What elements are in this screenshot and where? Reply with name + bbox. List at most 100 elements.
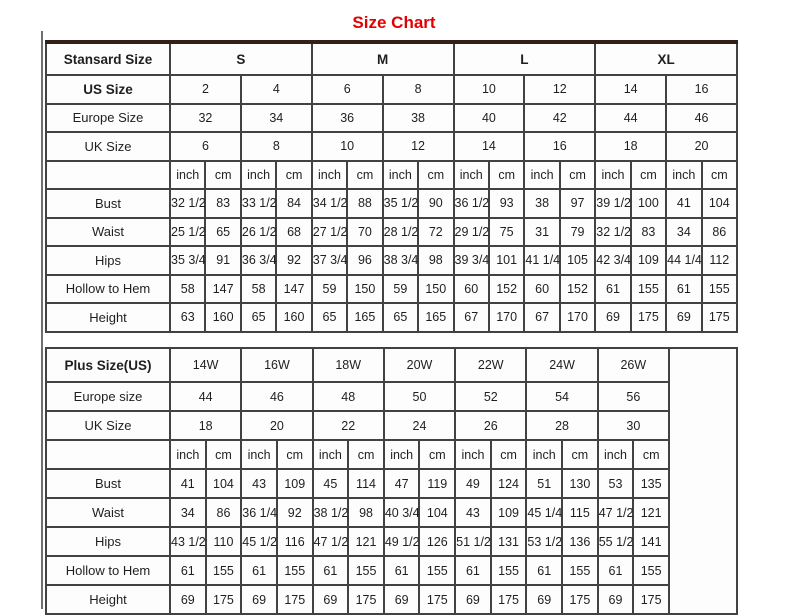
cell: 152 — [487, 273, 526, 304]
cell: inch — [381, 159, 420, 190]
cell: 67 — [523, 302, 561, 333]
cell: 41 — [169, 468, 207, 499]
cell: 90 — [417, 188, 455, 219]
cell: inch — [596, 439, 635, 470]
row-label: Hollow to Hem — [45, 273, 171, 304]
cell: cm — [204, 439, 243, 470]
cell: 130 — [561, 468, 599, 499]
cell: 112 — [700, 245, 739, 276]
cell: 32 1/2 — [168, 188, 207, 219]
cell: 39 3/4 — [452, 245, 490, 276]
cell: 121 — [632, 497, 670, 528]
cell: 155 — [347, 555, 385, 586]
cell: 59 — [381, 273, 420, 304]
row-label: Height — [45, 584, 171, 615]
cell: 44 — [594, 102, 668, 133]
cell: 42 3/4 — [594, 245, 632, 276]
row-label: Hollow to Hem — [45, 555, 171, 586]
cell: 155 — [561, 555, 599, 586]
cell: 155 — [700, 273, 739, 304]
cell: cm — [417, 159, 455, 190]
cell: inch — [525, 439, 564, 470]
cell: 155 — [275, 555, 314, 586]
cell: 35 3/4 — [168, 245, 207, 276]
cell: 40 3/4 — [382, 497, 421, 528]
cell: 18W — [311, 347, 385, 383]
cell: 28 — [525, 410, 599, 441]
cell: 45 — [311, 468, 350, 499]
cell: inch — [311, 439, 350, 470]
cell: 44 1/4 — [665, 245, 703, 276]
page-title: Size Chart — [352, 13, 436, 32]
cell: 61 — [525, 555, 564, 586]
cell: 170 — [487, 302, 526, 333]
cell: 155 — [489, 555, 528, 586]
cell: inch — [239, 159, 278, 190]
cell: 152 — [558, 273, 597, 304]
cell: 35 1/2 — [381, 188, 420, 219]
cell: 109 — [629, 245, 668, 276]
table-row: US Size 2 4 6 8 10 12 14 16 — [45, 74, 738, 105]
cell: 61 — [382, 555, 421, 586]
cell: 51 1/2 — [454, 526, 492, 557]
cell: 36 1/4 — [240, 497, 278, 528]
cell: 51 — [525, 468, 564, 499]
cell: 8 — [239, 131, 313, 162]
cell: 20 — [240, 410, 314, 441]
cell: 155 — [632, 555, 670, 586]
cell: 141 — [632, 526, 670, 557]
cell: 86 — [700, 216, 739, 247]
cell: 6 — [169, 131, 242, 162]
cell: 63 — [168, 302, 207, 333]
cell: 165 — [346, 302, 384, 333]
cell: 41 — [665, 188, 703, 219]
cell: 67 — [452, 302, 490, 333]
cell: 25 1/2 — [168, 216, 207, 247]
cell: 98 — [347, 497, 385, 528]
cell: 98 — [417, 245, 455, 276]
cell: inch — [310, 159, 349, 190]
table-row: Plus Size(US) 14W 16W 18W 20W 22W 24W 26W — [45, 347, 738, 615]
cell: 32 — [169, 102, 242, 133]
cell: 69 — [454, 584, 492, 615]
cell: 150 — [417, 273, 455, 304]
cell: 69 — [311, 584, 350, 615]
row-label — [45, 159, 171, 190]
cell: inch — [665, 159, 703, 190]
cell: 46 — [665, 102, 738, 133]
row-label: Europe size — [45, 381, 171, 412]
cell: inch — [594, 159, 632, 190]
left-frame-line — [41, 31, 43, 609]
cell: 36 1/2 — [452, 188, 490, 219]
cell: 33 1/2 — [239, 188, 278, 219]
cell: 28 1/2 — [381, 216, 420, 247]
table-row: Hips 43 1/2 110 45 1/2 116 47 1/2 121 49 1/2 126… — [45, 526, 737, 557]
cell: 24 — [382, 410, 457, 441]
cell: 10 — [452, 74, 526, 105]
cell: 34 1/2 — [310, 188, 349, 219]
cell: 2 — [169, 74, 242, 105]
cell: 40 — [452, 102, 526, 133]
cell: 61 — [454, 555, 492, 586]
cell: 54 — [525, 381, 599, 412]
cell: 69 — [240, 584, 278, 615]
cell: 22W — [454, 347, 528, 383]
cell: 18 — [168, 410, 243, 441]
table-row: Bust 32 1/2 83 33 1/2 84 34 1/2 88 35 1/2 90 36 1… — [45, 188, 739, 219]
cell: 92 — [275, 497, 314, 528]
table-row: Europe Size 32 34 36 38 40 42 44 46 — [45, 102, 738, 133]
cell: 4 — [239, 74, 313, 105]
cell: 175 — [275, 584, 314, 615]
cell: 61 — [665, 273, 703, 304]
cell: 14W — [168, 347, 243, 383]
cell: 69 — [594, 302, 632, 333]
cell: 14 — [594, 74, 668, 105]
row-label: Hips — [45, 245, 171, 276]
cell: 150 — [346, 273, 384, 304]
cell: 26 — [454, 410, 528, 441]
cell: 175 — [561, 584, 599, 615]
cell: 91 — [204, 245, 242, 276]
cell: 10 — [310, 131, 384, 162]
cell: 109 — [489, 497, 528, 528]
table-row: inch cm inch cm inch cm inch cm inch cm inch cm inch… — [45, 439, 737, 470]
